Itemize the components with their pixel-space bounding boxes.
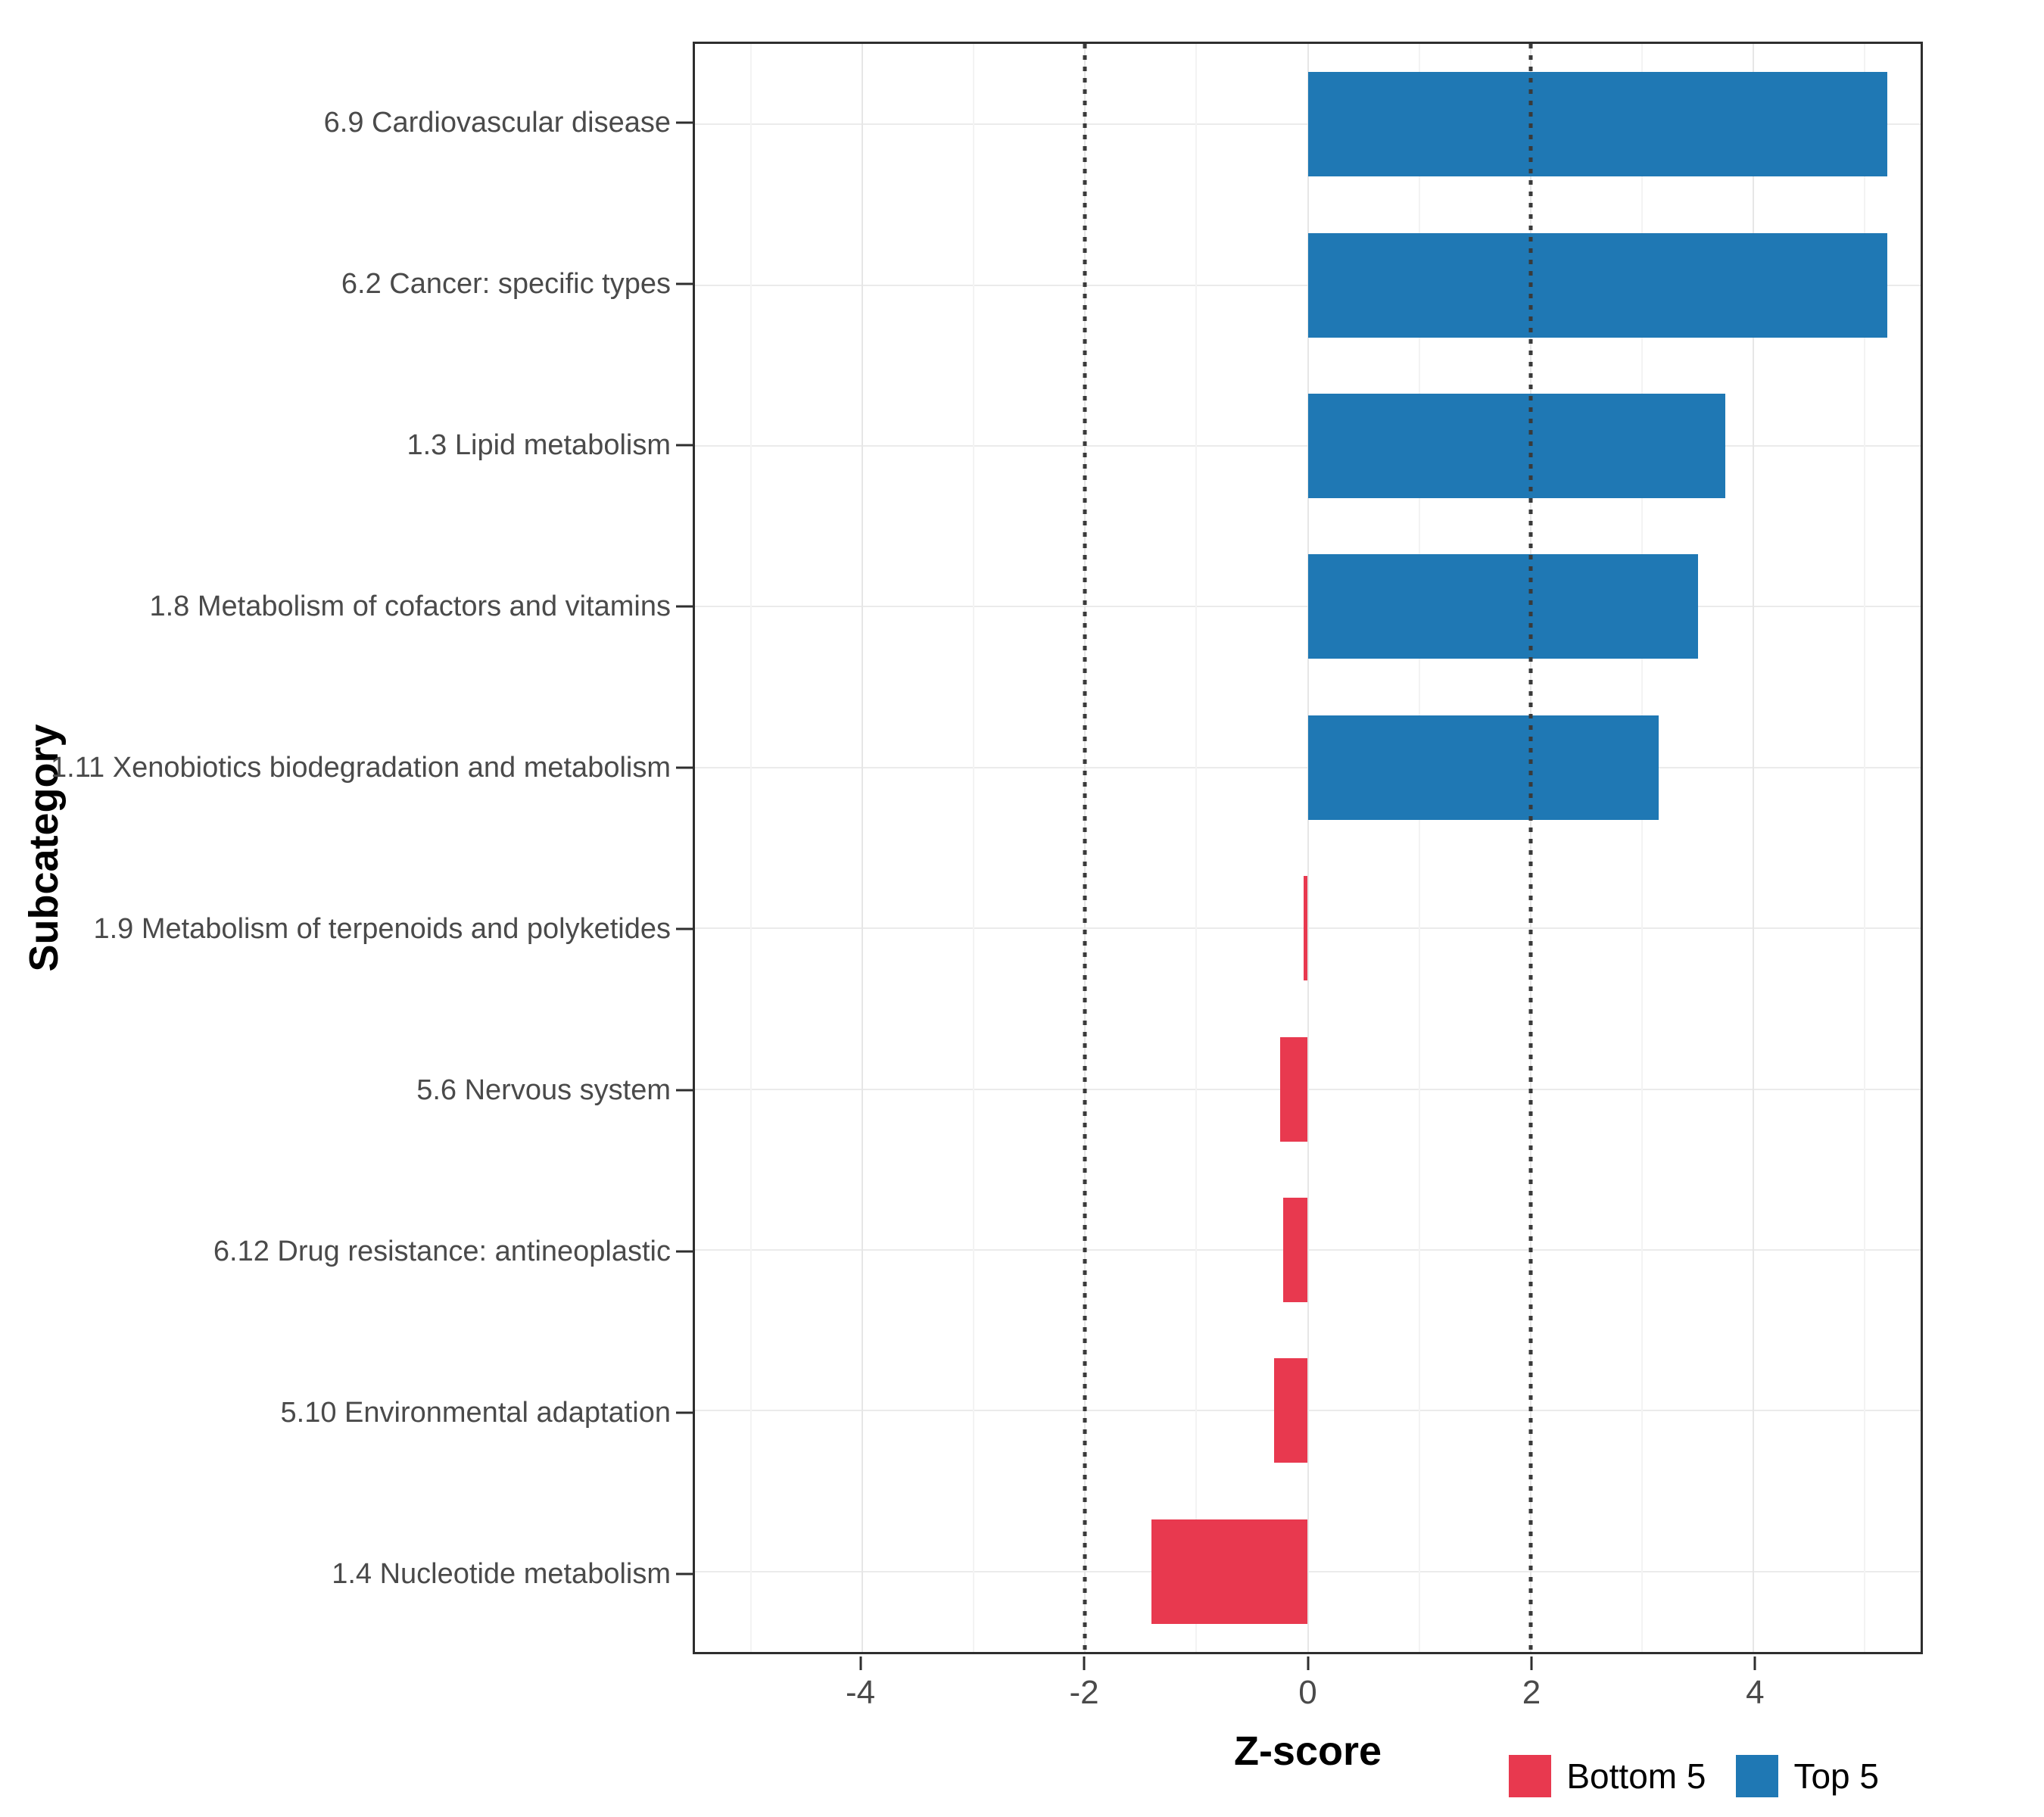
bar [1303, 876, 1308, 981]
major-gridline [1753, 44, 1755, 1652]
x-axis-title: Z-score [1233, 1728, 1382, 1774]
y-axis-tick [676, 1089, 693, 1091]
x-axis-tick [1307, 1656, 1309, 1670]
bar [1307, 72, 1887, 177]
x-axis-tick-label: -4 [846, 1674, 876, 1711]
reference-line [1528, 44, 1533, 1652]
x-axis-tick-label: -2 [1069, 1674, 1099, 1711]
y-axis-tick [676, 1572, 693, 1575]
x-axis-tick [859, 1656, 862, 1670]
y-axis-label: 1.9 Metabolism of terpenoids and polyket… [93, 912, 671, 945]
x-axis-tick-label: 2 [1522, 1674, 1541, 1711]
y-axis-label: 1.4 Nucleotide metabolism [332, 1557, 671, 1590]
y-axis-label: 6.2 Cancer: specific types [341, 267, 671, 300]
y-axis-label: 1.3 Lipid metabolism [407, 429, 671, 461]
bar [1307, 232, 1887, 338]
minor-gridline [972, 44, 974, 1652]
major-gridline [861, 44, 863, 1652]
x-axis-tick-marks [693, 1656, 1923, 1670]
y-axis-label: 5.10 Environmental adaptation [280, 1396, 671, 1429]
y-axis-tick [676, 766, 693, 768]
legend: Bottom 5 Top 5 [1509, 1755, 1879, 1797]
minor-gridline [1418, 44, 1420, 1652]
y-axis-label: 6.12 Drug resistance: antineoplastic [213, 1235, 671, 1267]
minor-gridline [1641, 44, 1644, 1652]
bar [1279, 1036, 1308, 1142]
bar [1307, 715, 1659, 820]
x-axis-tick-labels: -4 -2 0 2 4 [693, 1676, 1923, 1720]
y-axis-labels: 6.9 Cardiovascular disease 6.2 Cancer: sp… [0, 42, 671, 1654]
y-axis-label: 1.11 Xenobiotics biodegradation and meta… [51, 751, 671, 784]
major-gridline [1307, 44, 1309, 1652]
legend-item: Top 5 [1736, 1755, 1879, 1797]
y-axis-tick [676, 282, 693, 285]
plot-panel [693, 42, 1923, 1654]
y-axis-tick [676, 121, 693, 123]
minor-gridline [1864, 44, 1866, 1652]
minor-gridline [749, 44, 752, 1652]
legend-item: Bottom 5 [1509, 1755, 1706, 1797]
y-axis-label: 5.6 Nervous system [416, 1074, 671, 1106]
bar [1307, 393, 1726, 499]
x-axis-tick-label: 4 [1746, 1674, 1765, 1711]
y-axis-label: 1.8 Metabolism of cofactors and vitamins [149, 590, 671, 622]
x-axis-tick [1083, 1656, 1086, 1670]
reference-line [1083, 44, 1087, 1652]
y-axis-tick [676, 927, 693, 930]
bar [1151, 1519, 1308, 1624]
y-axis-label: 6.9 Cardiovascular disease [323, 106, 671, 139]
y-axis-tick-marks [676, 42, 693, 1654]
x-axis-tick-label: 0 [1298, 1674, 1317, 1711]
y-axis-tick [676, 1411, 693, 1413]
legend-swatch [1736, 1755, 1779, 1797]
legend-label: Bottom 5 [1566, 1756, 1706, 1796]
y-axis-tick [676, 605, 693, 607]
bar [1274, 1358, 1308, 1463]
y-axis-tick [676, 444, 693, 446]
bar [1283, 1197, 1308, 1303]
legend-label: Top 5 [1793, 1756, 1879, 1796]
x-axis-tick [1530, 1656, 1533, 1670]
legend-swatch [1509, 1755, 1552, 1797]
y-axis-tick [676, 1250, 693, 1252]
minor-gridline [1195, 44, 1198, 1652]
bar [1307, 554, 1698, 659]
x-axis-tick [1753, 1656, 1756, 1670]
